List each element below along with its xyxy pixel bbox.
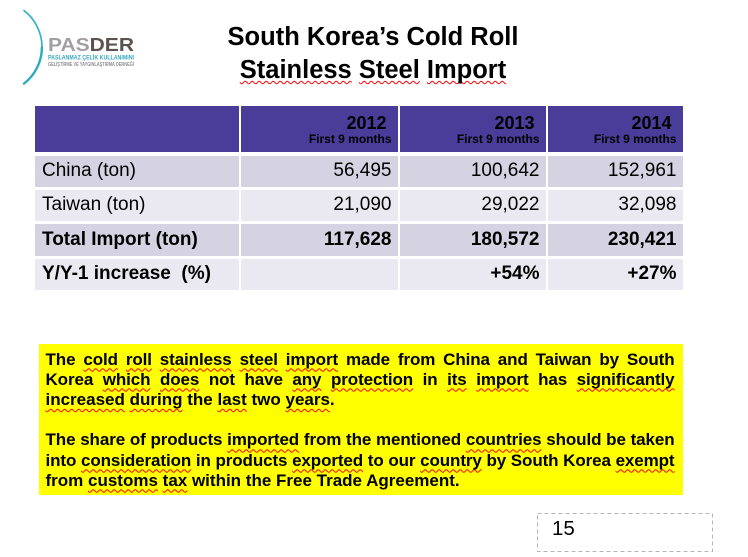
svg-text:GELİŞTİRME VE YAYGINLAŞTIRMA D: GELİŞTİRME VE YAYGINLAŞTIRMA DERNEĞİ — [48, 60, 134, 68]
svg-text:PASLANMAZ ÇELİK KULLANIMINI: PASLANMAZ ÇELİK KULLANIMINI — [48, 53, 134, 61]
